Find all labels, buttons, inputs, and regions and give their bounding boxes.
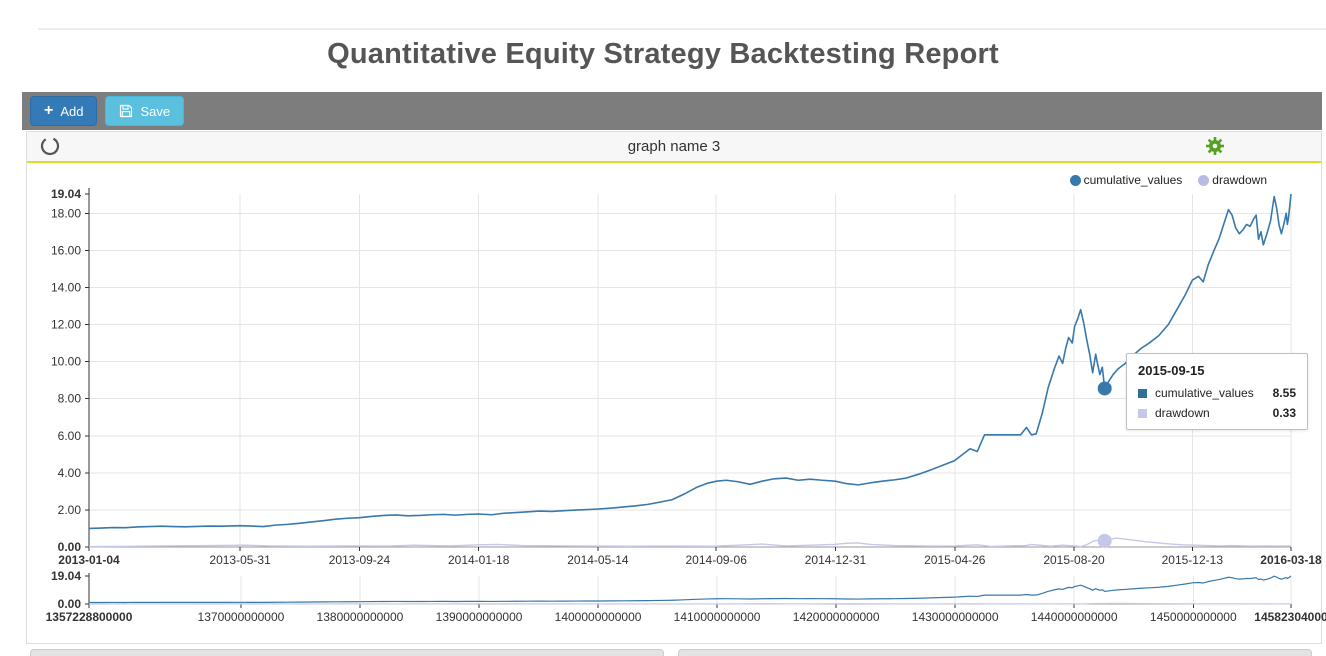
graph-title: graph name 3 xyxy=(627,138,721,155)
svg-text:19.04: 19.04 xyxy=(51,569,81,583)
svg-text:1430000000000: 1430000000000 xyxy=(912,610,999,624)
top-divider xyxy=(38,28,1326,30)
refresh-icon[interactable] xyxy=(40,136,60,156)
floppy-disk-icon xyxy=(120,104,133,118)
svg-text:1450000000000: 1450000000000 xyxy=(1150,610,1237,624)
svg-text:2015-04-26: 2015-04-26 xyxy=(924,553,986,567)
svg-text:4.00: 4.00 xyxy=(58,466,82,480)
chart-area[interactable]: 19.04 18.00 16.00 14.00 12.00 10.00 8.00 6.00 4.… xyxy=(27,132,1326,641)
svg-text:0.00: 0.00 xyxy=(58,540,82,554)
legend-dot-drawdown-icon xyxy=(1198,174,1210,186)
save-button-label: Save xyxy=(140,103,171,119)
legend-item-cumulative-values[interactable]: cumulative_values xyxy=(1069,173,1183,187)
svg-text:12.00: 12.00 xyxy=(51,318,81,332)
svg-text:2014-12-31: 2014-12-31 xyxy=(805,553,867,567)
tooltip-label-drawdown: drawdown xyxy=(1155,406,1210,420)
svg-text:6.00: 6.00 xyxy=(58,429,82,443)
svg-text:1390000000000: 1390000000000 xyxy=(436,610,523,624)
tooltip-swatch-cumulative-icon xyxy=(1138,388,1147,398)
svg-text:0.00: 0.00 xyxy=(58,597,82,611)
svg-text:2013-09-24: 2013-09-24 xyxy=(329,553,391,567)
tooltip-row-drawdown: drawdown 0.33 xyxy=(1138,406,1296,420)
svg-text:1410000000000: 1410000000000 xyxy=(674,610,761,624)
svg-text:1420000000000: 1420000000000 xyxy=(793,610,880,624)
svg-text:18.00: 18.00 xyxy=(51,206,81,220)
bottom-panel-right-stub xyxy=(678,649,1312,656)
save-button[interactable]: Save xyxy=(105,96,185,126)
svg-text:1440000000000: 1440000000000 xyxy=(1031,610,1118,624)
legend-dot-cumulative-icon xyxy=(1069,174,1081,186)
graph-panel-header: graph name 3 xyxy=(27,132,1321,163)
bottom-panel-left-stub xyxy=(30,649,664,656)
tooltip-value-cumulative: 8.55 xyxy=(1272,386,1296,400)
graph-panel: graph name 3 cumulative xyxy=(26,131,1326,644)
svg-text:16.00: 16.00 xyxy=(51,243,81,257)
tooltip-row-cumulative: cumulative_values 8.55 xyxy=(1138,386,1296,400)
svg-text:14.00: 14.00 xyxy=(51,280,81,294)
tooltip-date: 2015-09-15 xyxy=(1138,363,1205,378)
legend-label-cumulative: cumulative_values xyxy=(1083,173,1183,187)
chart-legend: cumulative_values drawdown xyxy=(1069,173,1267,187)
add-button[interactable]: + Add xyxy=(30,96,98,126)
legend-item-drawdown[interactable]: drawdown xyxy=(1198,173,1267,187)
plus-icon: + xyxy=(44,102,54,119)
svg-text:1370000000000: 1370000000000 xyxy=(198,610,285,624)
chart-tooltip: 2015-09-15 cumulative_values 8.55 drawdo… xyxy=(1126,353,1308,430)
svg-text:1380000000000: 1380000000000 xyxy=(317,610,404,624)
tooltip-label-cumulative: cumulative_values xyxy=(1155,386,1254,400)
svg-text:10.00: 10.00 xyxy=(51,355,81,369)
tooltip-value-drawdown: 0.33 xyxy=(1272,406,1296,420)
svg-text:14582304000: 14582304000 xyxy=(1254,610,1326,624)
svg-text:2013-05-31: 2013-05-31 xyxy=(209,553,271,567)
page-title: Quantitative Equity Strategy Backtesting… xyxy=(327,38,999,70)
toolbar: + Add Save xyxy=(22,92,1322,130)
svg-text:2016-03-18: 2016-03-18 xyxy=(1260,553,1322,567)
svg-text:2014-01-18: 2014-01-18 xyxy=(448,553,510,567)
svg-text:19.04: 19.04 xyxy=(51,187,81,201)
svg-text:2015-08-20: 2015-08-20 xyxy=(1043,553,1105,567)
svg-text:1357228800000: 1357228800000 xyxy=(46,610,133,624)
tooltip-swatch-drawdown-icon xyxy=(1138,408,1147,418)
add-button-label: Add xyxy=(60,103,84,119)
svg-text:2015-12-13: 2015-12-13 xyxy=(1162,553,1224,567)
gear-icon[interactable] xyxy=(1205,136,1225,156)
svg-text:2013-01-04: 2013-01-04 xyxy=(58,553,120,567)
svg-text:1400000000000: 1400000000000 xyxy=(555,610,642,624)
svg-text:2014-05-14: 2014-05-14 xyxy=(567,553,629,567)
svg-text:2014-09-06: 2014-09-06 xyxy=(686,553,748,567)
svg-text:2.00: 2.00 xyxy=(58,503,82,517)
svg-text:8.00: 8.00 xyxy=(58,392,82,406)
legend-label-drawdown: drawdown xyxy=(1212,173,1267,187)
